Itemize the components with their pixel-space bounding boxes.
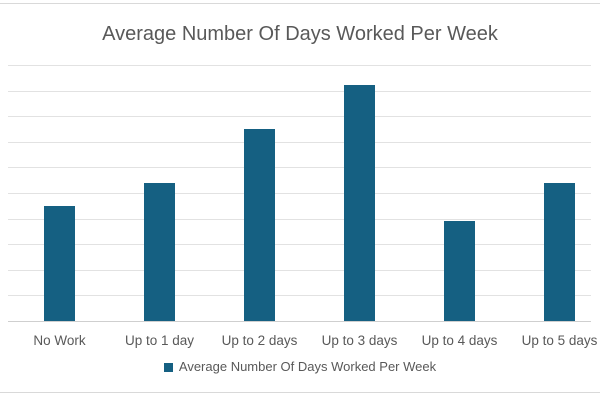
- legend-label: Average Number Of Days Worked Per Week: [178, 359, 437, 374]
- gridline: [8, 65, 591, 66]
- gridline: [8, 167, 591, 169]
- plot-area: [8, 65, 591, 322]
- bar-up-to-3-days: [344, 85, 375, 321]
- x-axis-line: [8, 321, 591, 322]
- gridline: [8, 193, 591, 194]
- gridline: [8, 295, 591, 297]
- bar-up-to-1-day: [144, 182, 175, 321]
- chart-border-top: [0, 3, 600, 4]
- gridline: [8, 116, 591, 118]
- gridline: [8, 269, 591, 271]
- legend-marker-icon: [163, 362, 173, 372]
- gridline: [8, 141, 591, 143]
- gridline: [8, 218, 591, 220]
- legend: Average Number Of Days Worked Per Week: [0, 358, 600, 376]
- x-axis-label: Up to 2 days: [221, 333, 298, 348]
- x-axis-label: Up to 5 days: [521, 333, 598, 348]
- chart-border-bottom: [0, 392, 600, 393]
- gridline: [8, 244, 591, 246]
- bar-no-work: [44, 205, 75, 321]
- bar-up-to-5-days: [544, 182, 575, 321]
- x-axis-label: Up to 1 day: [124, 333, 195, 348]
- x-axis-label: Up to 3 days: [321, 333, 398, 348]
- x-axis-label: Up to 4 days: [421, 333, 498, 348]
- x-axis-label: No Work: [33, 333, 86, 348]
- chart-title: Average Number Of Days Worked Per Week: [102, 23, 498, 45]
- gridline: [8, 90, 591, 92]
- bar-up-to-4-days: [444, 221, 475, 321]
- x-axis-labels: No Work Up to 1 day Up to 2 days Up to 3 da…: [0, 332, 600, 350]
- bar-up-to-2-days: [244, 129, 275, 321]
